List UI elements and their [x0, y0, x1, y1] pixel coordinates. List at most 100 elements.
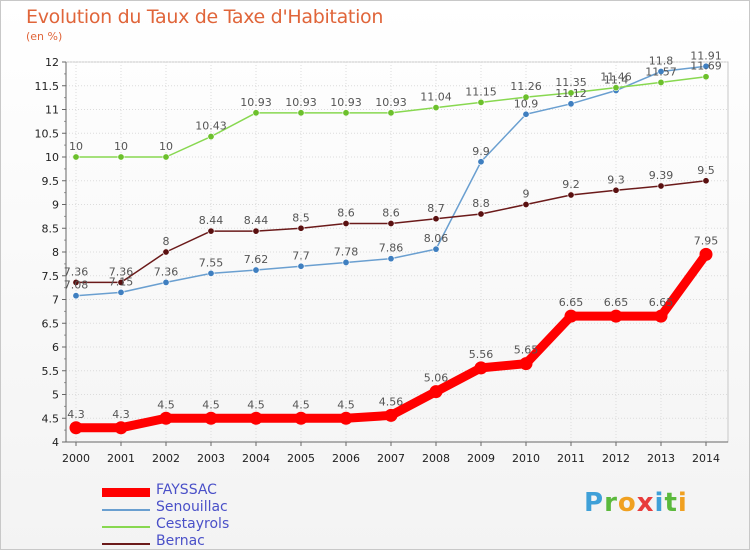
x-tick-label: 2008: [422, 452, 450, 465]
data-label-cestayrols: 10.93: [330, 96, 362, 109]
data-label-fayssac: 5.56: [469, 348, 494, 361]
data-label-senouillac: 7.55: [199, 256, 224, 269]
data-point-cestayrols: [567, 89, 575, 97]
data-point-bernac: [432, 215, 440, 223]
data-point-bernac: [207, 227, 215, 235]
data-label-bernac: 9.5: [697, 164, 715, 177]
data-point-senouillac: [522, 110, 530, 118]
series-lines: [69, 62, 713, 435]
data-label-bernac: 8.6: [382, 207, 400, 220]
x-tick-label: 2010: [512, 452, 540, 465]
y-tick-label: 12: [45, 56, 59, 69]
data-label-fayssac: 6.65: [649, 296, 674, 309]
data-point-cestayrols: [612, 84, 620, 92]
data-point-senouillac: [702, 62, 710, 70]
data-label-fayssac: 5.06: [424, 372, 449, 385]
y-tick-label: 8: [52, 246, 59, 259]
data-label-fayssac: 6.65: [604, 296, 629, 309]
data-point-cestayrols: [522, 93, 530, 101]
data-point-fayssac: [474, 361, 488, 375]
y-tick-label: 7.5: [42, 270, 60, 283]
data-label-senouillac: 7.08: [64, 279, 89, 292]
data-label-bernac: 9.2: [562, 178, 580, 191]
data-point-bernac: [162, 248, 170, 256]
data-label-senouillac: 10.9: [514, 97, 539, 110]
data-label-bernac: 8.7: [427, 202, 445, 215]
y-tick-label: 4.5: [42, 412, 60, 425]
data-point-fayssac: [699, 247, 713, 261]
data-label-cestayrols: 11.15: [465, 85, 497, 98]
data-point-senouillac: [432, 245, 440, 253]
y-tick-label: 7: [52, 294, 59, 307]
data-label-senouillac: 7.78: [334, 245, 359, 258]
x-tick-label: 2007: [377, 452, 405, 465]
y-tick-label: 10: [45, 151, 59, 164]
legend-label: Senouillac: [156, 499, 228, 515]
x-tick-label: 2004: [242, 452, 270, 465]
data-label-senouillac: 7.36: [154, 265, 179, 278]
data-label-senouillac: 11.8: [649, 55, 674, 68]
data-label-bernac: 9: [523, 188, 530, 201]
data-label-cestayrols: 10: [159, 140, 173, 153]
data-point-senouillac: [252, 266, 260, 274]
x-tick-label: 2013: [647, 452, 675, 465]
data-point-cestayrols: [342, 109, 350, 117]
data-point-fayssac: [654, 309, 668, 323]
data-point-fayssac: [294, 411, 308, 425]
data-labels: 7.08 7.157.367.55 7.62 7.7 7.78 7.868.069.910…: [64, 49, 722, 420]
data-label-fayssac: 4.3: [67, 408, 85, 421]
x-tick-label: 2006: [332, 452, 360, 465]
data-label-fayssac: 7.95: [694, 234, 719, 247]
data-point-senouillac: [72, 292, 80, 300]
x-tick-label: 2012: [602, 452, 630, 465]
data-point-senouillac: [657, 68, 665, 76]
data-label-cestayrols: 10: [114, 140, 128, 153]
data-label-fayssac: 4.5: [292, 398, 310, 411]
logo-letter: i: [677, 488, 688, 518]
logo-letter: P: [584, 488, 605, 518]
data-point-senouillac: [117, 288, 125, 296]
legend-label: Bernac: [156, 533, 205, 549]
data-point-fayssac: [519, 357, 533, 371]
legend-swatch: [102, 543, 150, 545]
data-point-fayssac: [564, 309, 578, 323]
data-label-senouillac: 11.4: [604, 74, 629, 87]
data-point-bernac: [477, 210, 485, 218]
data-point-cestayrols: [297, 109, 305, 117]
legend-swatch: [102, 509, 150, 511]
proxiti-logo: Proxiti: [584, 488, 688, 518]
logo-letter: o: [617, 488, 637, 518]
x-tick-label: 2002: [152, 452, 180, 465]
y-tick-label: 11.5: [35, 80, 60, 93]
data-label-cestayrols: 11.04: [420, 91, 452, 104]
data-label-fayssac: 4.56: [379, 395, 404, 408]
x-tick-label: 2005: [287, 452, 315, 465]
data-label-bernac: 9.3: [607, 173, 625, 186]
logo-letter: x: [636, 488, 655, 518]
y-tick-label: 6.5: [42, 317, 60, 330]
data-point-senouillac: [297, 262, 305, 270]
data-label-cestayrols: 11.26: [510, 80, 542, 93]
data-point-senouillac: [387, 255, 395, 263]
data-label-bernac: 8.44: [199, 214, 224, 227]
data-point-bernac: [297, 224, 305, 232]
data-point-cestayrols: [207, 133, 215, 141]
logo-letter: i: [654, 488, 665, 518]
data-point-bernac: [252, 227, 260, 235]
data-label-fayssac: 4.5: [337, 398, 355, 411]
data-point-fayssac: [609, 309, 623, 323]
data-label-senouillac: 11.12: [555, 87, 587, 100]
data-label-cestayrols: 10.43: [195, 120, 227, 133]
data-point-fayssac: [384, 408, 398, 422]
x-tick-label: 2014: [692, 452, 720, 465]
data-point-cestayrols: [387, 109, 395, 117]
data-point-bernac: [117, 278, 125, 286]
data-label-bernac: 8.5: [292, 211, 310, 224]
data-point-fayssac: [69, 421, 83, 435]
data-label-fayssac: 5.65: [514, 344, 539, 357]
data-label-bernac: 8.44: [244, 214, 269, 227]
y-tick-label: 11: [45, 104, 59, 117]
data-point-bernac: [522, 201, 530, 209]
y-unit-label: (en %): [26, 30, 63, 43]
data-point-fayssac: [114, 421, 128, 435]
